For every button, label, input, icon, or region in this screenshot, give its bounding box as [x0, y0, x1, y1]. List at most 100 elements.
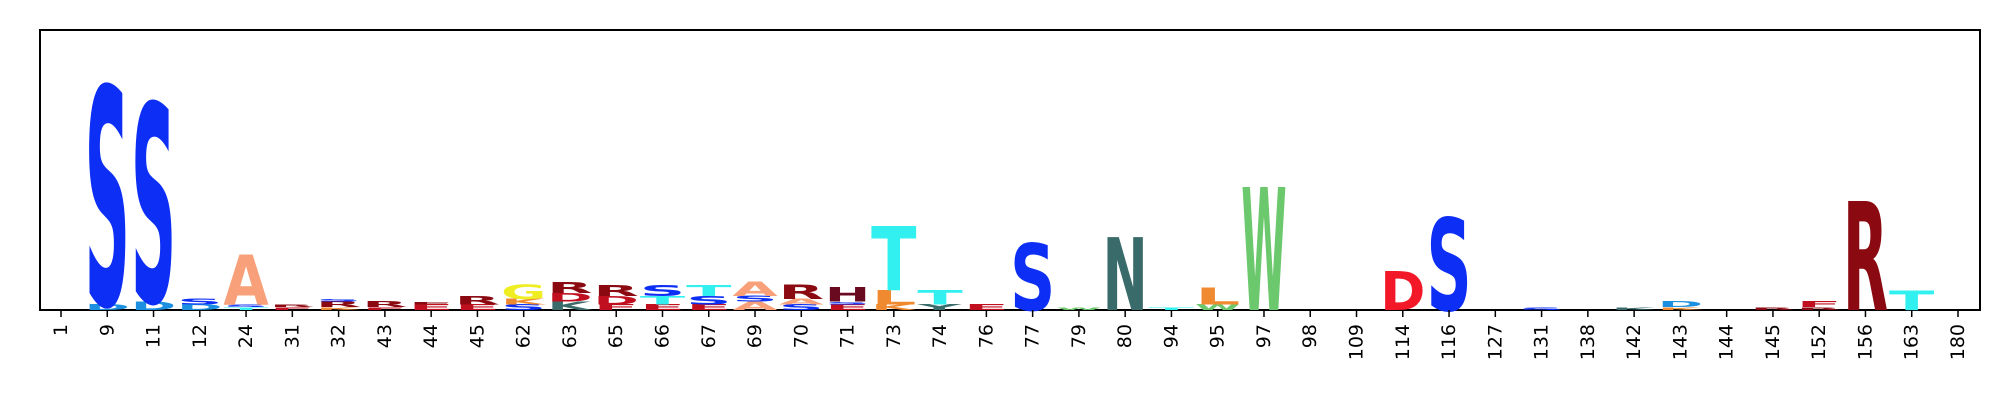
logo-letter: D — [594, 294, 639, 307]
logo-letter: S — [131, 49, 176, 366]
logo-letter: K — [316, 307, 361, 311]
x-tick-label: 80 — [1114, 324, 1136, 348]
logo-letter: E — [825, 303, 870, 312]
logo-letter: S — [85, 26, 130, 375]
x-tick-label: 69 — [744, 324, 766, 348]
logo-letter: R — [270, 304, 315, 309]
logo-letter: S — [1426, 192, 1471, 340]
x-tick-label: 152 — [1808, 324, 1830, 360]
logo-letter: D — [85, 303, 130, 312]
logo-letter: R — [316, 300, 361, 309]
logo-letter: S — [177, 297, 222, 306]
x-tick-label: 98 — [1299, 324, 1321, 348]
x-axis-ticks: 1 9 11 12 24 31 32 43 44 45 62 63 65 66 67 69 70 71 73 74 76… — [50, 310, 1969, 360]
x-tick-label: 131 — [1531, 324, 1553, 360]
x-tick-label: 127 — [1484, 324, 1506, 360]
logo-letter: F — [408, 301, 453, 305]
x-tick-label: 1 — [50, 324, 72, 336]
logo-letter: E — [686, 303, 731, 312]
logo-letter: F — [362, 306, 407, 310]
logo-letter: K — [501, 297, 547, 306]
logo-letter: R — [1843, 171, 1888, 346]
logo-letter: W — [1241, 153, 1286, 349]
logo-letter: S — [640, 282, 685, 300]
x-tick-label: 9 — [96, 324, 118, 336]
logo-letter: A — [732, 279, 778, 301]
logo-letter: F — [594, 303, 639, 312]
x-tick-label: 97 — [1253, 324, 1275, 348]
logo-letter: H — [825, 284, 870, 307]
logo-letter: R — [1750, 306, 1795, 311]
logo-letter: A — [732, 299, 778, 312]
x-tick-label: 45 — [466, 324, 488, 348]
logo-letter: G — [501, 281, 546, 303]
logo-letter: S — [825, 301, 870, 305]
logo-letter: T — [871, 210, 916, 312]
x-tick-label: 145 — [1762, 324, 1784, 360]
x-tick-label: 43 — [374, 324, 396, 348]
x-tick-label: 32 — [328, 324, 350, 348]
x-tick-label: 74 — [929, 324, 951, 348]
logo-letter: D — [547, 291, 592, 304]
logo-letter: L — [871, 287, 916, 309]
x-tick-label: 143 — [1669, 324, 1691, 360]
x-tick-label: 163 — [1901, 324, 1923, 360]
x-tick-label: 76 — [975, 324, 997, 348]
x-tick-label: 70 — [790, 324, 812, 348]
x-tick-label: 44 — [420, 324, 442, 348]
x-tick-label: 12 — [189, 324, 211, 348]
logo-letter: T — [917, 287, 963, 309]
x-tick-label: 109 — [1346, 324, 1368, 360]
logo-letter: F — [270, 306, 315, 310]
logo-letter: R — [594, 282, 639, 300]
x-tick-label: 63 — [559, 324, 581, 348]
x-tick-label: 11 — [143, 324, 165, 348]
x-tick-label: 116 — [1438, 324, 1460, 360]
x-tick-label: 79 — [1068, 324, 1090, 348]
logo-letter: S — [1519, 306, 1564, 310]
x-tick-label: 73 — [883, 324, 905, 348]
logo-letter: D — [1658, 300, 1703, 309]
logo-letter: S — [501, 303, 546, 312]
x-tick-label: 66 — [651, 324, 673, 348]
x-tick-label: 144 — [1716, 324, 1738, 360]
logo-letter: S — [732, 294, 777, 303]
logo-letter: R — [547, 279, 592, 297]
logo-letter: E — [455, 303, 500, 312]
x-tick-label: 77 — [1022, 324, 1044, 348]
x-tick-label: 71 — [837, 324, 859, 348]
logo-letter: W — [1056, 306, 1101, 310]
x-tick-label: 142 — [1623, 324, 1645, 360]
x-tick-label: 114 — [1392, 324, 1414, 360]
logo-letter: S — [316, 298, 361, 302]
logo-letter: F — [1797, 300, 1842, 309]
logo-letter: K — [547, 299, 593, 313]
x-tick-label: 95 — [1207, 324, 1229, 348]
x-tick-label: 138 — [1577, 324, 1599, 360]
x-tick-label: 156 — [1854, 324, 1876, 360]
logo-letter: R — [362, 300, 407, 309]
logo-letter: A — [779, 297, 825, 306]
logo-letter: S — [779, 303, 824, 312]
logo-letter: K — [1611, 307, 1656, 311]
logo-letter: Y — [916, 303, 962, 312]
logo-letter: R — [455, 294, 500, 307]
logo-letter: D — [131, 300, 176, 313]
logo-letter: D — [177, 303, 222, 312]
logo-letter: E — [964, 303, 1009, 312]
logo-letter: W — [1195, 303, 1240, 312]
logo-letter: K — [871, 303, 917, 312]
x-tick-label: 67 — [698, 324, 720, 348]
x-tick-label: 62 — [513, 324, 535, 348]
x-tick-label: 180 — [1947, 324, 1969, 360]
logo-letter: T — [640, 294, 686, 307]
logo-letter: R — [779, 281, 824, 303]
logo-letter: T — [1149, 306, 1194, 310]
plot-frame — [39, 29, 1981, 311]
logo-letter: K — [1658, 307, 1703, 311]
x-tick-label: 31 — [281, 324, 303, 348]
x-tick-label: 24 — [235, 324, 257, 348]
logo-letter: E — [640, 303, 685, 312]
logo-letter: E — [408, 303, 453, 312]
